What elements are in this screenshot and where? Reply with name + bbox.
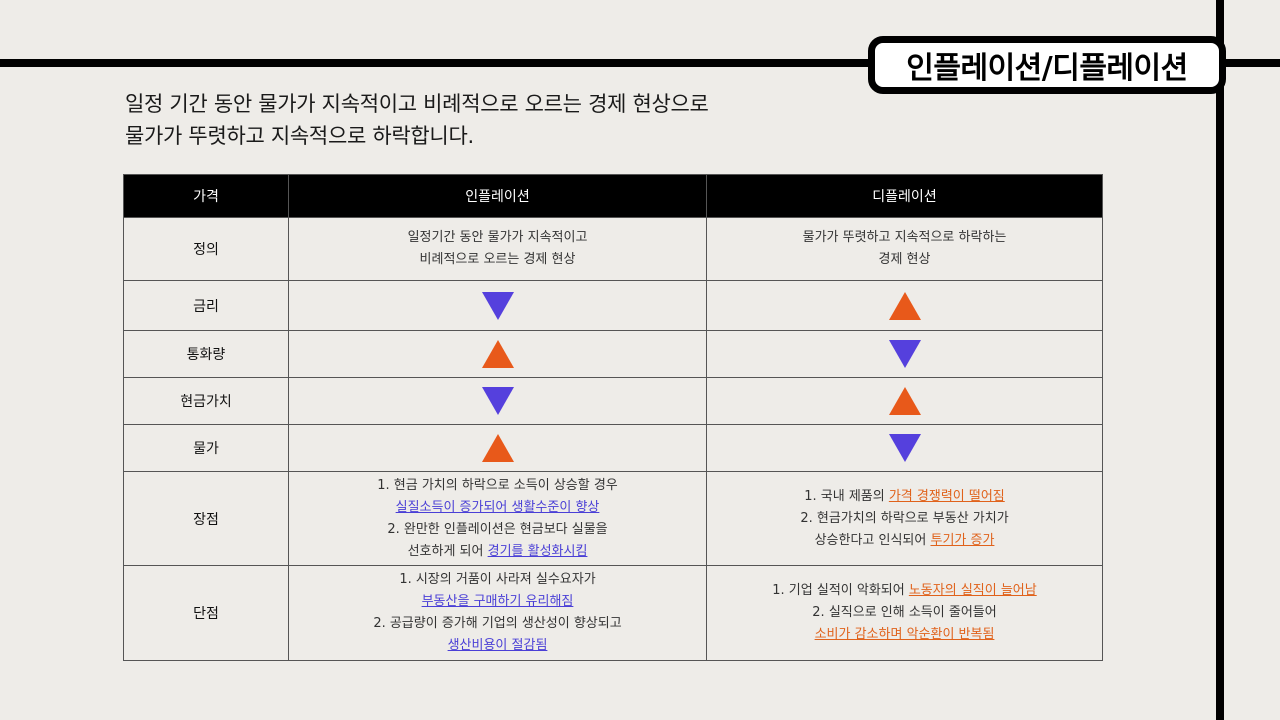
table-row-prices: 물가 — [123, 424, 1103, 472]
definition-deflation-line-1: 물가가 뚜렷하고 지속적으로 하락하는 — [802, 230, 1007, 245]
pros-inflation-line-1: 1. 현금 가치의 하락으로 소득이 상승할 경우 — [377, 477, 618, 493]
table-row-interest-rate: 금리 — [123, 280, 1103, 331]
pros-inflation-line-3: 2. 완만한 인플레이션은 현금보다 실물을 — [387, 521, 608, 537]
prices-deflation — [706, 424, 1103, 472]
table-row-cash-value: 현금가치 — [123, 377, 1103, 425]
cons-inflation-highlight-2: 생산비용이 절감됨 — [447, 638, 548, 653]
pros-deflation-line-3: 상승한다고 인식되어 — [814, 532, 931, 548]
cons-inflation-line-1: 1. 시장의 거품이 사라져 실수요자가 — [399, 572, 596, 587]
cash-value-inflation-arrow-icon — [481, 387, 514, 415]
interest-rate-inflation-arrow-icon — [481, 291, 514, 320]
cash-value-deflation-arrow-icon — [888, 387, 921, 415]
money-supply-deflation — [706, 330, 1103, 378]
interest-rate-deflation-arrow-icon — [888, 291, 921, 320]
definition-deflation: 물가가 뚜렷하고 지속적으로 하락하는 경제 현상 — [706, 217, 1103, 281]
cons-deflation-highlight-2: 소비가 감소하며 악순환이 반복됨 — [814, 627, 995, 642]
definition-inflation-line-2: 비례적으로 오르는 경제 현상 — [419, 252, 576, 267]
definition-inflation: 일정기간 동안 물가가 지속적이고 비례적으로 오르는 경제 현상 — [288, 217, 707, 281]
pros-deflation-highlight-1: 가격 경쟁력이 떨어짐 — [888, 488, 1005, 504]
row-label-pros: 장점 — [123, 471, 289, 566]
table-row-definition: 정의 일정기간 동안 물가가 지속적이고 비례적으로 오르는 경제 현상 물가가… — [123, 217, 1103, 281]
pros-deflation: 1. 국내 제품의 가격 경쟁력이 떨어짐 2. 현금가치의 하락으로 부동산 … — [706, 471, 1103, 566]
header-deflation: 디플레이션 — [706, 174, 1103, 218]
row-label-money-supply: 통화량 — [123, 330, 289, 378]
row-label-cash-value: 현금가치 — [123, 377, 289, 425]
intro-line-1: 일정 기간 동안 물가가 지속적이고 비례적으로 오르는 경제 현상으로 — [125, 92, 709, 116]
pros-inflation: 1. 현금 가치의 하락으로 소득이 상승할 경우 실질소득이 증가되어 생활수… — [288, 471, 707, 566]
table-row-cons: 단점 1. 시장의 거품이 사라져 실수요자가 부동산을 구매하기 유리해짐 2… — [123, 565, 1103, 661]
pros-deflation-line-2: 2. 현금가치의 하락으로 부동산 가치가 — [800, 510, 1009, 526]
cons-inflation-line-3: 2. 공급량이 증가해 기업의 생산성이 향상되고 — [373, 616, 622, 631]
money-supply-inflation-arrow-icon — [481, 340, 514, 368]
right-divider-line — [1216, 0, 1224, 720]
cash-value-inflation — [288, 377, 707, 425]
row-label-prices: 물가 — [123, 424, 289, 472]
row-label-interest-rate: 금리 — [123, 280, 289, 331]
pros-deflation-line-1: 1. 국내 제품의 — [804, 488, 889, 504]
pros-inflation-line-4: 선호하게 되어 — [407, 543, 488, 559]
cons-inflation-highlight-1: 부동산을 구매하기 유리해짐 — [421, 594, 574, 609]
definition-deflation-line-2: 경제 현상 — [878, 252, 931, 267]
pros-inflation-highlight-1: 실질소득이 증가되어 생활수준이 향상 — [395, 499, 600, 515]
page-title: 인플레이션/디플레이션 — [906, 51, 1188, 86]
cash-value-deflation — [706, 377, 1103, 425]
row-label-cons: 단점 — [123, 565, 289, 661]
prices-deflation-arrow-icon — [888, 434, 921, 462]
intro-line-2: 물가가 뚜렷하고 지속적으로 하락합니다. — [125, 124, 474, 148]
definition-inflation-line-1: 일정기간 동안 물가가 지속적이고 — [407, 230, 588, 245]
pros-inflation-highlight-2: 경기를 활성화시킴 — [487, 543, 588, 559]
top-divider-line — [0, 59, 1280, 67]
cons-deflation-highlight-1: 노동자의 실직이 늘어남 — [908, 583, 1037, 598]
prices-inflation — [288, 424, 707, 472]
pros-deflation-highlight-2: 투기가 증가 — [930, 532, 995, 548]
money-supply-deflation-arrow-icon — [888, 340, 921, 368]
title-badge: 인플레이션/디플레이션 — [868, 36, 1226, 94]
interest-rate-inflation — [288, 280, 707, 331]
cons-inflation: 1. 시장의 거품이 사라져 실수요자가 부동산을 구매하기 유리해짐 2. 공… — [288, 565, 707, 661]
cons-deflation: 1. 기업 실적이 악화되어 노동자의 실직이 늘어남 2. 실직으로 인해 소… — [706, 565, 1103, 661]
money-supply-inflation — [288, 330, 707, 378]
header-inflation: 인플레이션 — [288, 174, 707, 218]
interest-rate-deflation — [706, 280, 1103, 331]
table-row-pros: 장점 1. 현금 가치의 하락으로 소득이 상승할 경우 실질소득이 증가되어 … — [123, 471, 1103, 566]
row-label-definition: 정의 — [123, 217, 289, 281]
cons-deflation-line-2: 2. 실직으로 인해 소득이 줄어들어 — [812, 605, 997, 620]
header-price: 가격 — [123, 174, 289, 218]
prices-inflation-arrow-icon — [481, 434, 514, 462]
table-header-row: 가격 인플레이션 디플레이션 — [123, 174, 1103, 218]
cons-deflation-line-1: 1. 기업 실적이 악화되어 — [772, 583, 909, 598]
intro-text: 일정 기간 동안 물가가 지속적이고 비례적으로 오르는 경제 현상으로 물가가… — [125, 88, 855, 152]
comparison-table: 가격 인플레이션 디플레이션 정의 일정기간 동안 물가가 지속적이고 비례적으… — [123, 174, 1103, 661]
table-row-money-supply: 통화량 — [123, 330, 1103, 378]
